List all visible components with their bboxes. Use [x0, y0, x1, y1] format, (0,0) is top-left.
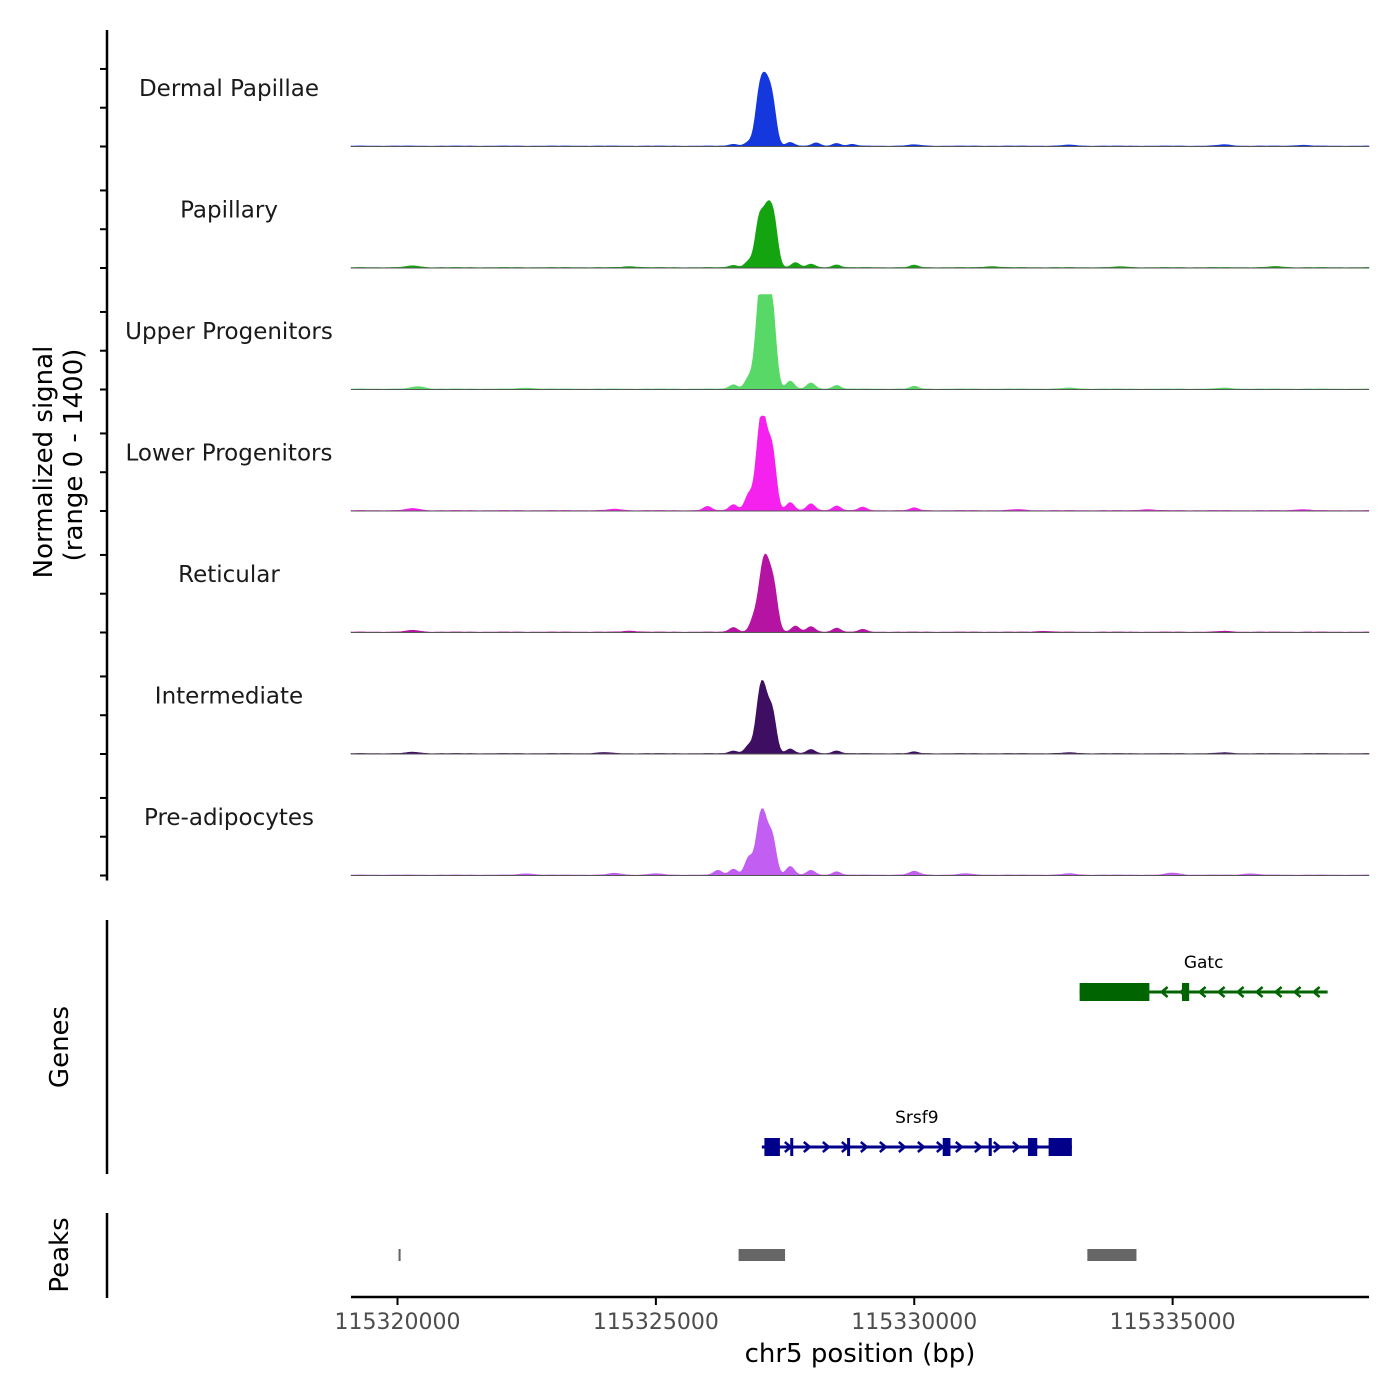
peak-region: [398, 1249, 401, 1261]
gene-label: Gatc: [1184, 953, 1224, 973]
coverage-area-papillary: [350, 200, 1370, 269]
strand-arrow-icon: [898, 1141, 907, 1153]
strand-arrow-icon: [1197, 986, 1207, 998]
gene-exon: [1181, 983, 1190, 1001]
coverage-area-dermal-papillae: [350, 71, 1370, 147]
x-tick-label: 115325000: [593, 1310, 719, 1335]
strand-arrow-icon: [1235, 986, 1245, 998]
genes-panel-title: Genes: [45, 1006, 75, 1088]
track-label: Upper Progenitors: [125, 319, 333, 345]
track-label: Lower Progenitors: [126, 441, 333, 467]
coverage-area-lower-progenitors: [350, 415, 1370, 512]
gene-exon: [1027, 1138, 1038, 1156]
strand-arrow-icon: [974, 1141, 983, 1153]
strand-arrow-icon: [860, 1141, 869, 1153]
strand-arrow-icon: [1012, 1141, 1021, 1153]
coverage-area-upper-progenitors: [350, 294, 1370, 390]
strand-arrow-icon: [1159, 986, 1169, 998]
gene-exon: [764, 1138, 780, 1156]
coverage-area-intermediate: [350, 680, 1370, 755]
strand-arrow-icon: [1292, 986, 1302, 998]
x-axis-ticks: 115320000 115325000 115330000 115335000: [335, 1297, 1236, 1335]
gene-exon: [1048, 1138, 1072, 1156]
peaks-track: [398, 1249, 1137, 1261]
strand-arrow-icon: [1311, 986, 1321, 998]
track-label: Intermediate: [155, 684, 303, 710]
strand-arrow-icon: [955, 1141, 964, 1153]
strand-arrow-icon: [879, 1141, 888, 1153]
strand-arrow-icon: [993, 1141, 1002, 1153]
track-label: Pre-adipocytes: [144, 805, 314, 831]
x-tick-label: 115320000: [335, 1310, 461, 1335]
x-tick-label: 115335000: [1110, 1310, 1236, 1335]
peak-region: [1087, 1249, 1137, 1261]
coverage-area-reticular: [350, 553, 1370, 633]
genes-track: Gatc Srsf9: [761, 953, 1328, 1156]
gene-exon: [847, 1138, 851, 1156]
gene-exon: [942, 1138, 951, 1156]
gene-label: Srsf9: [895, 1108, 938, 1128]
gene-srsf9: Srsf9: [761, 1108, 1072, 1156]
track-label: Papillary: [180, 198, 278, 224]
coverage-tracks: Dermal Papillae Papillary Upper Progenitor…: [100, 30, 1370, 881]
gene-exon: [790, 1138, 794, 1156]
y-axis-title-line2: (range 0 - 1400): [59, 349, 89, 562]
strand-arrow-icon: [1254, 986, 1264, 998]
x-axis-title: chr5 position (bp): [745, 1339, 976, 1369]
gene-exon: [988, 1138, 992, 1156]
peak-region: [738, 1249, 786, 1261]
gene-gatc: Gatc: [1079, 953, 1328, 1001]
y-axis-title-line1: Normalized signal: [29, 346, 59, 579]
strand-arrow-icon: [822, 1141, 831, 1153]
strand-arrow-icon: [1273, 986, 1283, 998]
x-tick-label: 115330000: [851, 1310, 977, 1335]
peaks-panel-title: Peaks: [45, 1217, 75, 1292]
strand-arrow-icon: [1216, 986, 1226, 998]
coverage-area-pre-adipocytes: [350, 808, 1370, 876]
track-label: Dermal Papillae: [139, 76, 319, 102]
gene-exon: [1079, 983, 1150, 1001]
track-label: Reticular: [178, 562, 280, 588]
strand-arrow-icon: [917, 1141, 926, 1153]
strand-arrow-icon: [803, 1141, 812, 1153]
